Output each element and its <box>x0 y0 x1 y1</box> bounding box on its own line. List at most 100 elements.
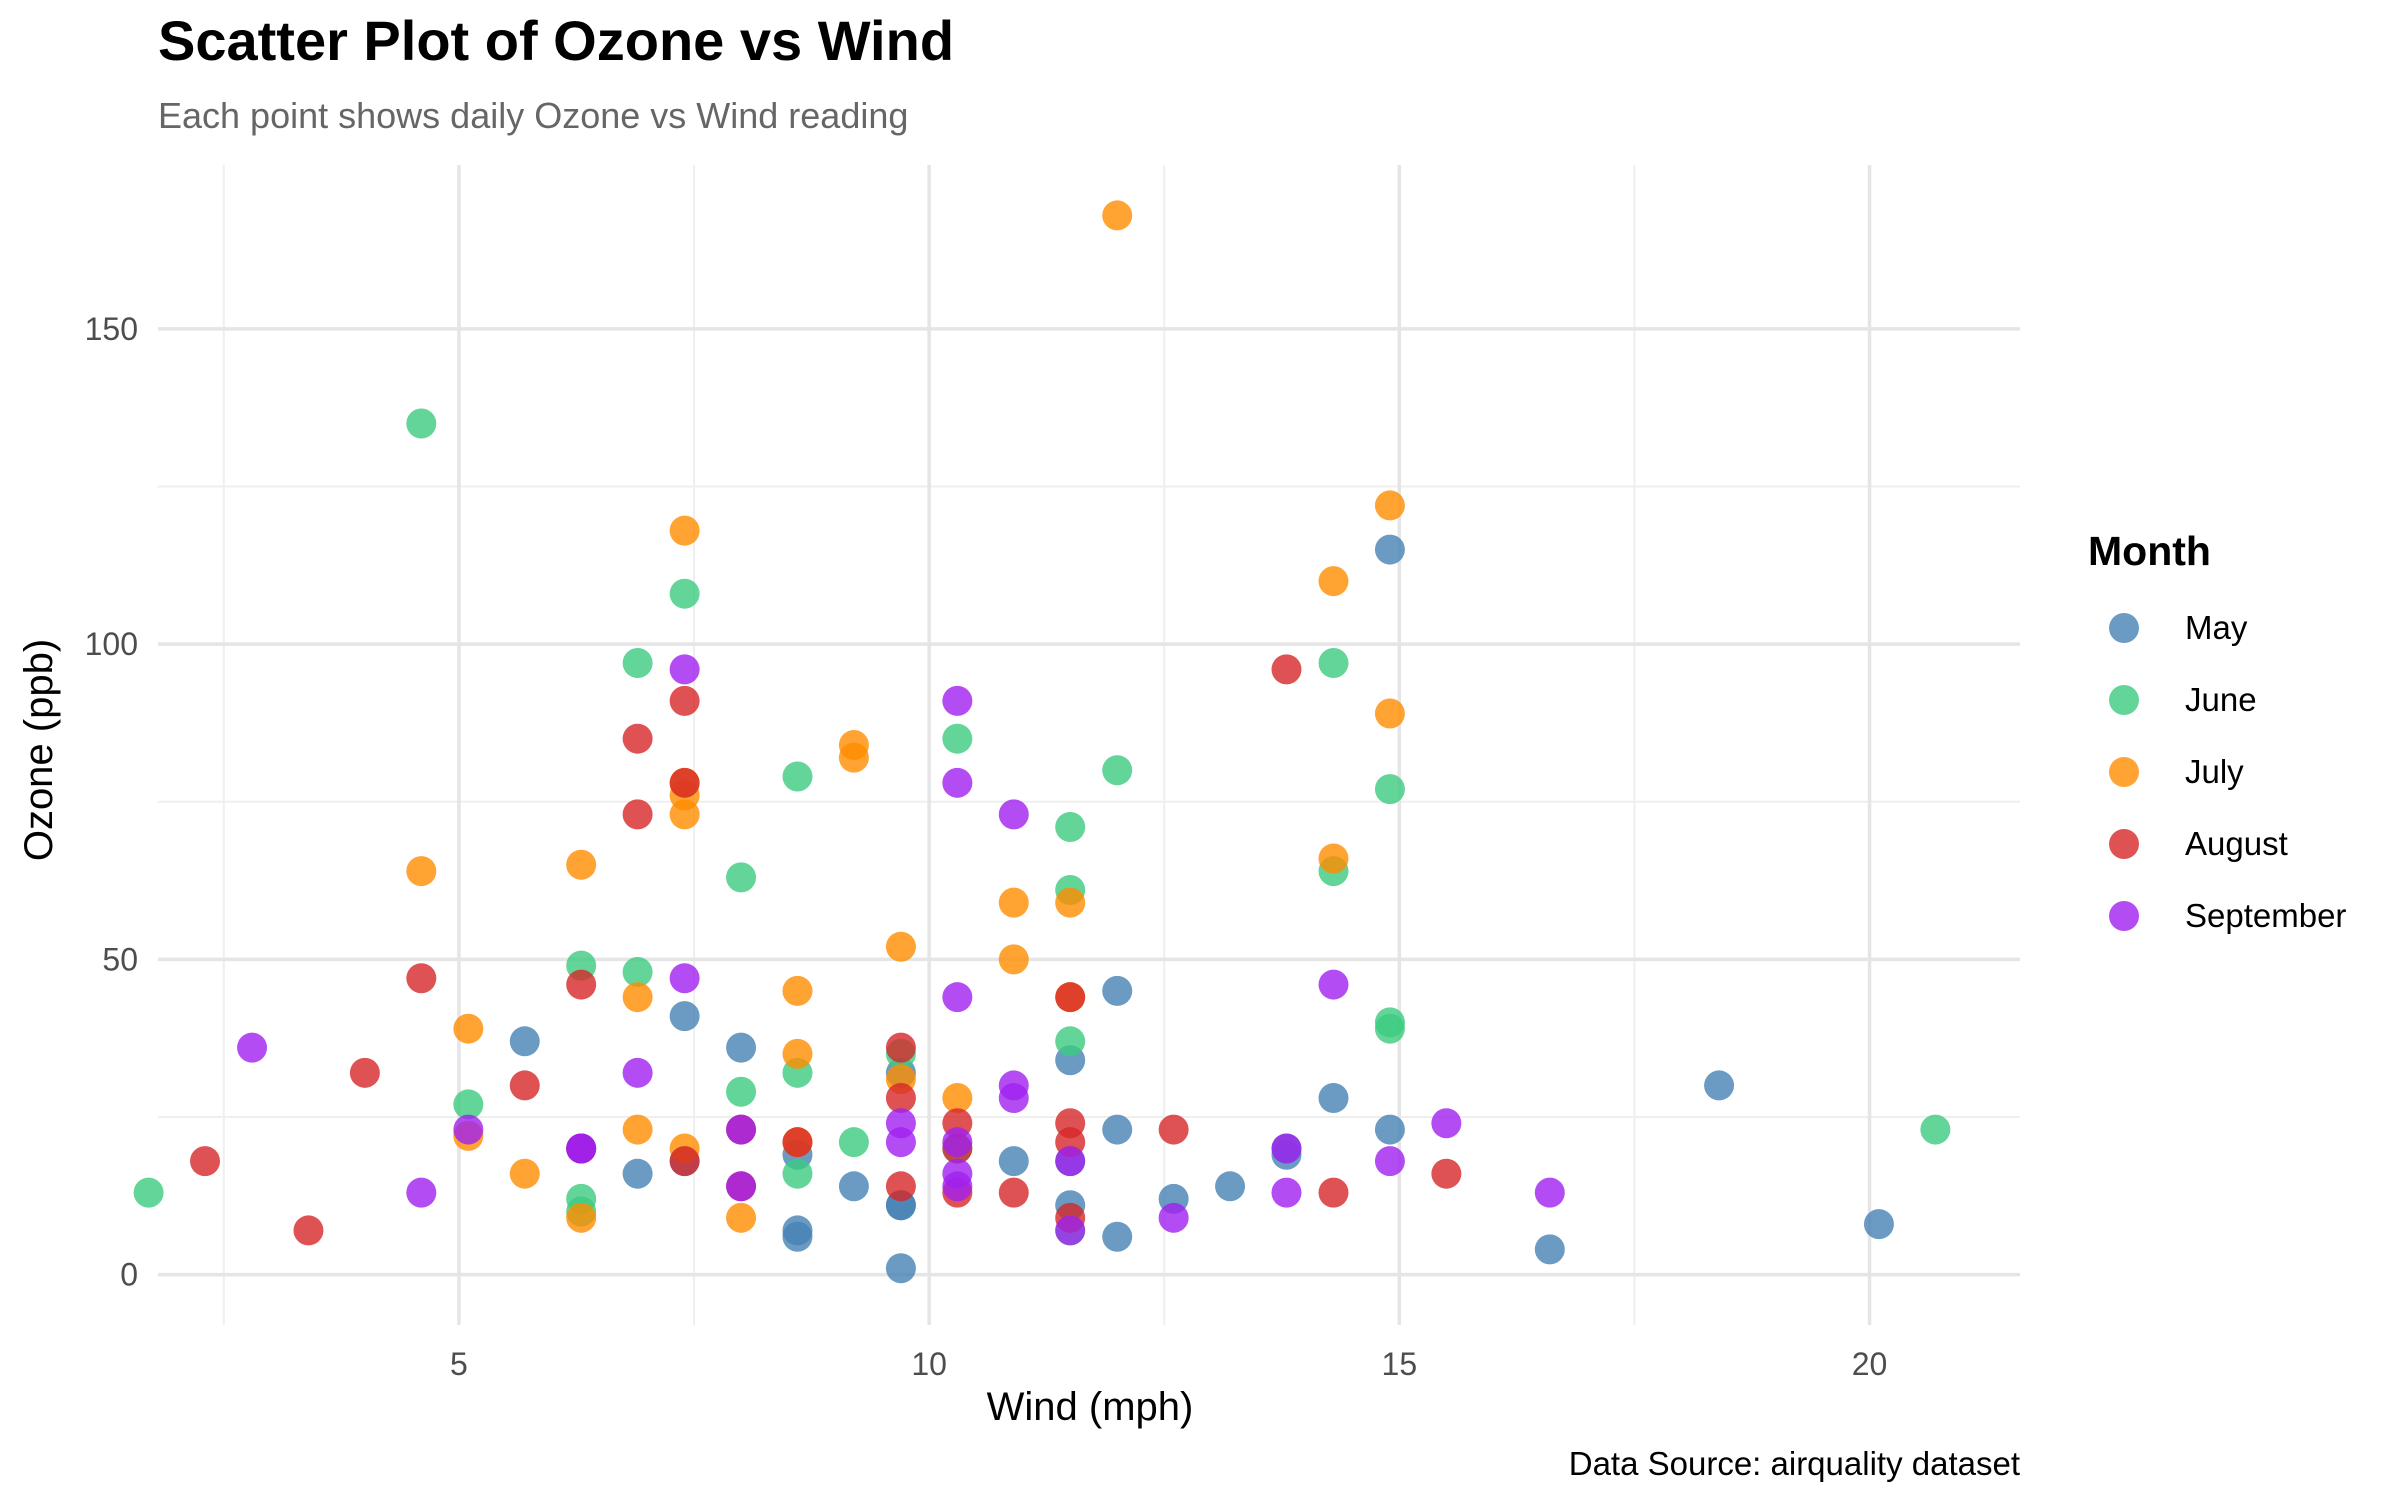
data-point <box>942 685 973 716</box>
legend-label: June <box>2185 681 2257 718</box>
data-point <box>566 849 597 880</box>
legend-key <box>2109 613 2139 643</box>
data-point <box>998 1146 1029 1177</box>
data-point <box>1318 969 1349 1000</box>
data-point <box>237 1032 268 1063</box>
data-point <box>1374 1007 1405 1038</box>
data-point <box>1102 200 1133 231</box>
data-point <box>622 1057 653 1088</box>
data-point <box>1374 490 1405 521</box>
data-point <box>1055 1026 1086 1057</box>
y-tick-label: 150 <box>85 311 138 347</box>
data-point <box>1318 843 1349 874</box>
legend-label: August <box>2185 825 2288 862</box>
data-point <box>1318 1083 1349 1114</box>
data-point <box>1158 1202 1189 1233</box>
data-point <box>1271 1133 1302 1164</box>
y-tick-label: 0 <box>120 1257 138 1293</box>
data-point <box>998 1070 1029 1101</box>
series-july <box>406 200 1405 1233</box>
data-point <box>782 1127 813 1158</box>
data-point <box>1863 1209 1894 1240</box>
axis-ticks: 5 10 15 20 0 50 100 150 <box>85 311 1888 1382</box>
data-point <box>726 862 757 893</box>
data-point <box>885 1032 916 1063</box>
data-point <box>1374 534 1405 565</box>
data-point <box>622 956 653 987</box>
y-axis-title: Ozone (ppb) <box>17 639 61 861</box>
data-point <box>1374 1114 1405 1145</box>
data-point <box>942 1083 973 1114</box>
data-point <box>942 767 973 798</box>
data-point <box>726 1032 757 1063</box>
data-point <box>566 969 597 1000</box>
x-axis-title: Wind (mph) <box>987 1385 1194 1429</box>
data-point <box>406 408 437 439</box>
data-point <box>1374 1146 1405 1177</box>
data-point <box>622 1114 653 1145</box>
data-point <box>406 856 437 887</box>
x-tick-label: 15 <box>1382 1346 1418 1382</box>
data-point <box>566 1202 597 1233</box>
data-point <box>453 1013 484 1044</box>
data-point <box>726 1202 757 1233</box>
data-point <box>782 1038 813 1069</box>
chart-caption: Data Source: airquality dataset <box>1569 1445 2020 1482</box>
data-points <box>133 200 1951 1284</box>
data-point <box>782 975 813 1006</box>
data-point <box>885 1253 916 1284</box>
data-point <box>1055 982 1086 1013</box>
legend-label: May <box>2185 609 2248 646</box>
data-point <box>669 578 700 609</box>
data-point <box>669 767 700 798</box>
legend-key <box>2109 685 2139 715</box>
data-point <box>1055 1146 1086 1177</box>
data-point <box>453 1089 484 1120</box>
data-point <box>669 1001 700 1032</box>
data-point <box>885 1083 916 1114</box>
legend-label: September <box>2185 897 2346 934</box>
data-point <box>622 648 653 679</box>
data-point <box>669 963 700 994</box>
data-point <box>1102 975 1133 1006</box>
data-point <box>1534 1234 1565 1265</box>
data-point <box>838 1171 869 1202</box>
data-point <box>509 1026 540 1057</box>
data-point <box>453 1114 484 1145</box>
series-september <box>237 654 1565 1246</box>
data-point <box>1055 1215 1086 1246</box>
data-point <box>1318 648 1349 679</box>
data-point <box>942 1171 973 1202</box>
data-point <box>1534 1177 1565 1208</box>
data-point <box>406 1177 437 1208</box>
data-point <box>1055 811 1086 842</box>
chart-subtitle: Each point shows daily Ozone vs Wind rea… <box>158 95 908 136</box>
data-point <box>782 1158 813 1189</box>
series-june <box>133 408 1951 1246</box>
data-point <box>1271 1177 1302 1208</box>
data-point <box>669 654 700 685</box>
data-point <box>998 1177 1029 1208</box>
data-point <box>293 1215 324 1246</box>
data-point <box>942 723 973 754</box>
data-point <box>1215 1171 1246 1202</box>
data-point <box>1318 566 1349 597</box>
legend-key <box>2109 757 2139 787</box>
data-point <box>726 1076 757 1107</box>
data-point <box>669 1146 700 1177</box>
data-point <box>885 1108 916 1139</box>
data-point <box>1102 1114 1133 1145</box>
data-point <box>349 1057 380 1088</box>
data-point <box>1102 1221 1133 1252</box>
legend-label: July <box>2185 753 2244 790</box>
series-may <box>509 534 1894 1284</box>
x-tick-label: 5 <box>450 1346 468 1382</box>
plot-grid <box>158 165 2020 1325</box>
data-point <box>782 761 813 792</box>
x-tick-label: 20 <box>1852 1346 1888 1382</box>
data-point <box>1374 774 1405 805</box>
data-point <box>726 1171 757 1202</box>
x-tick-label: 10 <box>911 1346 947 1382</box>
data-point <box>1431 1108 1462 1139</box>
data-point <box>998 799 1029 830</box>
